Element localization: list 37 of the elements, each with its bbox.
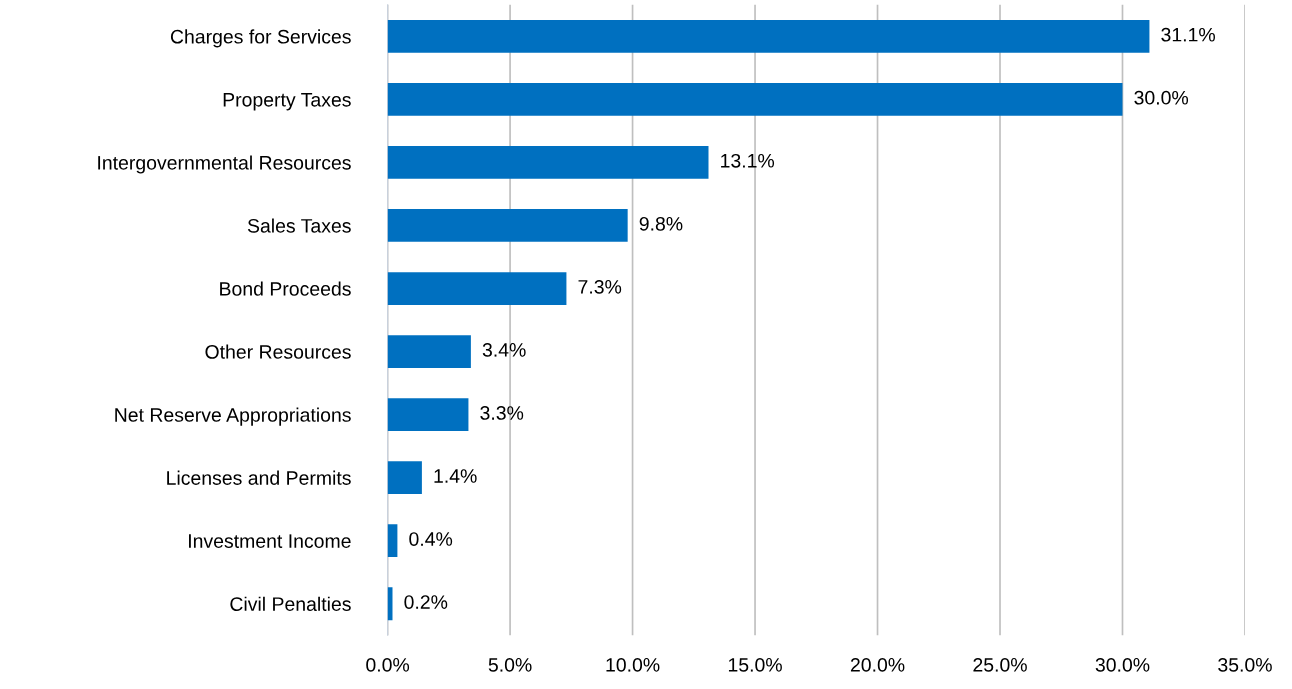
data-label: 0.2% <box>404 595 448 609</box>
y-tick-label: Civil Penalties <box>230 596 351 611</box>
bar <box>387 398 469 431</box>
bar <box>387 335 471 368</box>
y-tick-label: Investment Income <box>189 534 351 548</box>
x-tick-label: 0.0% <box>366 657 410 672</box>
x-tick-label: 15.0% <box>728 657 782 672</box>
data-label: 31.1% <box>1161 27 1215 42</box>
y-tick-label: Charges for Services <box>170 29 351 48</box>
y-tick-label: Bond Proceeds <box>220 281 351 296</box>
bar <box>387 209 628 242</box>
x-tick-label: 10.0% <box>606 657 660 672</box>
y-tick-label: Property Taxes <box>223 93 351 111</box>
bar <box>387 146 709 179</box>
y-tick-label: Licenses and Permits <box>167 470 351 485</box>
x-tick-label: 5.0% <box>488 657 532 672</box>
x-tick-label: 20.0% <box>850 657 905 672</box>
y-tick-label: Intergovernmental Resources <box>98 155 351 174</box>
data-label: 3.4% <box>482 343 526 357</box>
x-tick-label: 25.0% <box>973 657 1027 672</box>
bar <box>387 461 422 495</box>
y-tick-label: Sales Taxes <box>247 218 351 233</box>
x-tick-label: 35.0% <box>1218 657 1272 672</box>
data-label: 9.8% <box>639 216 683 231</box>
x-tick-label: 30.0% <box>1095 657 1150 672</box>
bar <box>387 19 1150 53</box>
data-label: 1.4% <box>434 469 477 483</box>
data-label: 13.1% <box>721 153 775 168</box>
y-tick-label: Net Reserve Appropriations <box>115 407 351 426</box>
bar <box>387 83 1123 116</box>
y-tick-label: Other Resources <box>205 344 351 359</box>
data-label: 3.3% <box>480 406 524 420</box>
bar <box>387 272 567 305</box>
bar <box>387 524 398 558</box>
data-label: 30.0% <box>1134 90 1189 105</box>
data-label: 7.3% <box>578 279 622 294</box>
data-label: 0.4% <box>409 532 453 546</box>
